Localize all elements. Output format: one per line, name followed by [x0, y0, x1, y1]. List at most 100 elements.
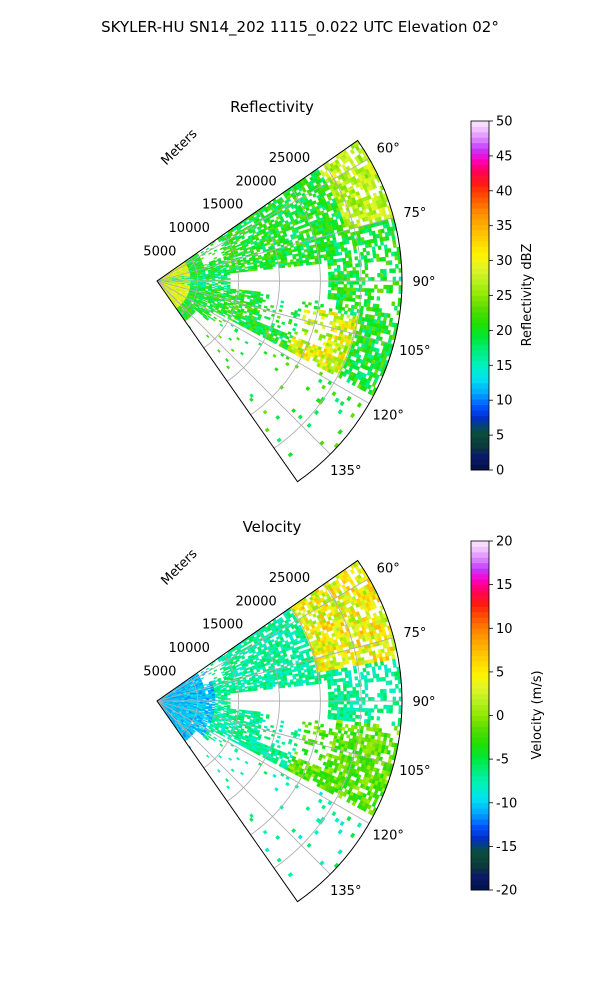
data-cell [211, 318, 216, 322]
data-cell [389, 284, 393, 290]
data-cell [326, 256, 331, 261]
data-cell [275, 319, 280, 324]
data-cell [233, 241, 238, 246]
data-cell [389, 268, 393, 274]
data-cell [379, 257, 383, 262]
data-cell [337, 290, 341, 294]
data-cell [248, 269, 252, 272]
data-cell [331, 280, 335, 285]
data-cell [287, 339, 292, 344]
data-cell [342, 257, 346, 262]
data-cell [225, 358, 229, 363]
data-cell [382, 256, 386, 262]
data-cell [328, 280, 332, 285]
data-cell [232, 291, 237, 294]
data-cell [338, 251, 343, 256]
data-cell [220, 288, 225, 291]
data-cell [353, 305, 358, 310]
data-cell [280, 300, 285, 304]
data-cell [256, 264, 261, 268]
data-cell [355, 280, 360, 285]
data-cell [343, 284, 347, 288]
data-cell [393, 305, 398, 311]
data-cell [349, 263, 353, 268]
data-cell [312, 613, 317, 618]
data-cell [321, 384, 327, 390]
data-cell [349, 284, 354, 288]
data-cell [340, 290, 344, 295]
data-cell [311, 255, 315, 260]
data-cell [334, 283, 338, 288]
data-cell [279, 304, 284, 308]
data-cell [232, 271, 237, 274]
data-cell [343, 290, 347, 295]
data-cell [377, 315, 381, 321]
data-cell [292, 327, 297, 332]
data-cell [241, 236, 246, 240]
data-cell [261, 257, 266, 261]
data-cell [266, 316, 271, 321]
data-cell [334, 274, 338, 279]
data-cell [386, 288, 390, 294]
data-cell [346, 277, 351, 282]
reflectivity-range-axis-label: Meters [159, 126, 201, 168]
data-cell [344, 303, 349, 309]
data-cell [339, 296, 344, 301]
data-cell [250, 262, 254, 265]
data-cell [374, 284, 378, 289]
data-cell [355, 287, 360, 292]
data-cell [200, 670, 204, 674]
data-cell [337, 287, 341, 291]
data-cell [395, 263, 399, 269]
data-cell [263, 305, 268, 309]
data-cell [304, 304, 309, 308]
data-cell [259, 265, 264, 269]
data-cell [342, 293, 347, 298]
data-cell [349, 290, 353, 295]
data-cell [287, 452, 294, 458]
data-cell [334, 268, 338, 272]
data-cell [331, 274, 335, 279]
data-cell [211, 281, 216, 284]
data-cell [244, 291, 249, 294]
data-cell [235, 239, 240, 243]
data-cell [349, 287, 354, 292]
range-tick-label: 15000 [202, 198, 243, 213]
data-cell [287, 264, 292, 268]
range-tick-label: 25000 [269, 151, 310, 166]
data-cell [314, 300, 319, 304]
data-cell [255, 301, 259, 305]
data-cell [372, 303, 377, 309]
data-cell [367, 288, 372, 293]
data-cell [308, 256, 312, 260]
data-cell [284, 262, 288, 266]
data-cell [366, 251, 370, 256]
data-cell [305, 262, 310, 266]
data-cell [392, 280, 397, 286]
data-cell [346, 395, 352, 402]
data-cell [380, 268, 384, 274]
data-cell [378, 233, 383, 238]
data-cell [187, 278, 191, 280]
data-cell [228, 337, 233, 341]
data-cell [346, 290, 350, 295]
angle-tick-label: 90° [412, 275, 435, 290]
data-cell [386, 284, 390, 290]
data-cell [312, 311, 317, 315]
data-cell [296, 313, 301, 317]
data-cell [288, 252, 293, 256]
data-cell [337, 309, 342, 314]
data-cell [263, 267, 267, 270]
data-cell [392, 268, 396, 273]
data-cell [207, 267, 211, 270]
data-cell [208, 277, 213, 280]
data-cell [241, 270, 246, 273]
data-cell [350, 308, 355, 313]
data-cell [392, 276, 397, 282]
data-cell [204, 300, 209, 303]
data-cell [229, 271, 234, 274]
data-cell [223, 285, 228, 288]
data-cell [244, 294, 248, 298]
data-cell [218, 319, 223, 323]
data-cell [342, 297, 347, 301]
